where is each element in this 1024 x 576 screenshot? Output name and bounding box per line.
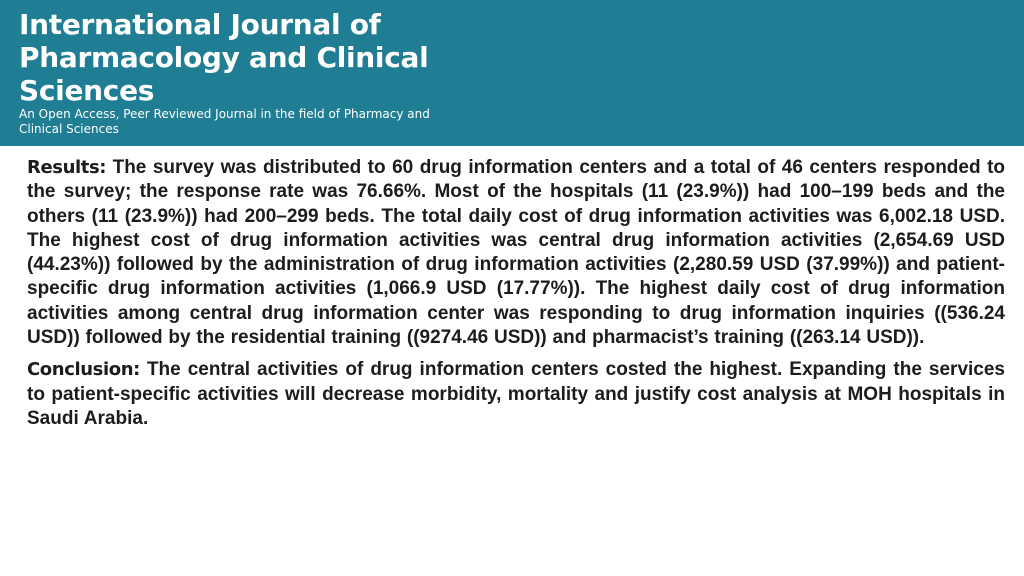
conclusion-text: The central activities of drug informati… [27,359,1005,429]
journal-header-banner: International Journal of Pharmacology an… [0,0,1024,146]
journal-subtitle: An Open Access, Peer Reviewed Journal in… [19,107,430,136]
results-label: Results: [27,157,107,178]
results-paragraph: Results: The survey was distributed to 6… [27,156,1005,350]
conclusion-label: Conclusion: [27,359,140,381]
journal-title: International Journal of Pharmacology an… [19,8,429,107]
conclusion-paragraph: Conclusion: The central activities of dr… [27,358,1005,431]
abstract-content: Results: The survey was distributed to 6… [27,156,1005,439]
results-text: The survey was distributed to 60 drug in… [27,157,1006,349]
